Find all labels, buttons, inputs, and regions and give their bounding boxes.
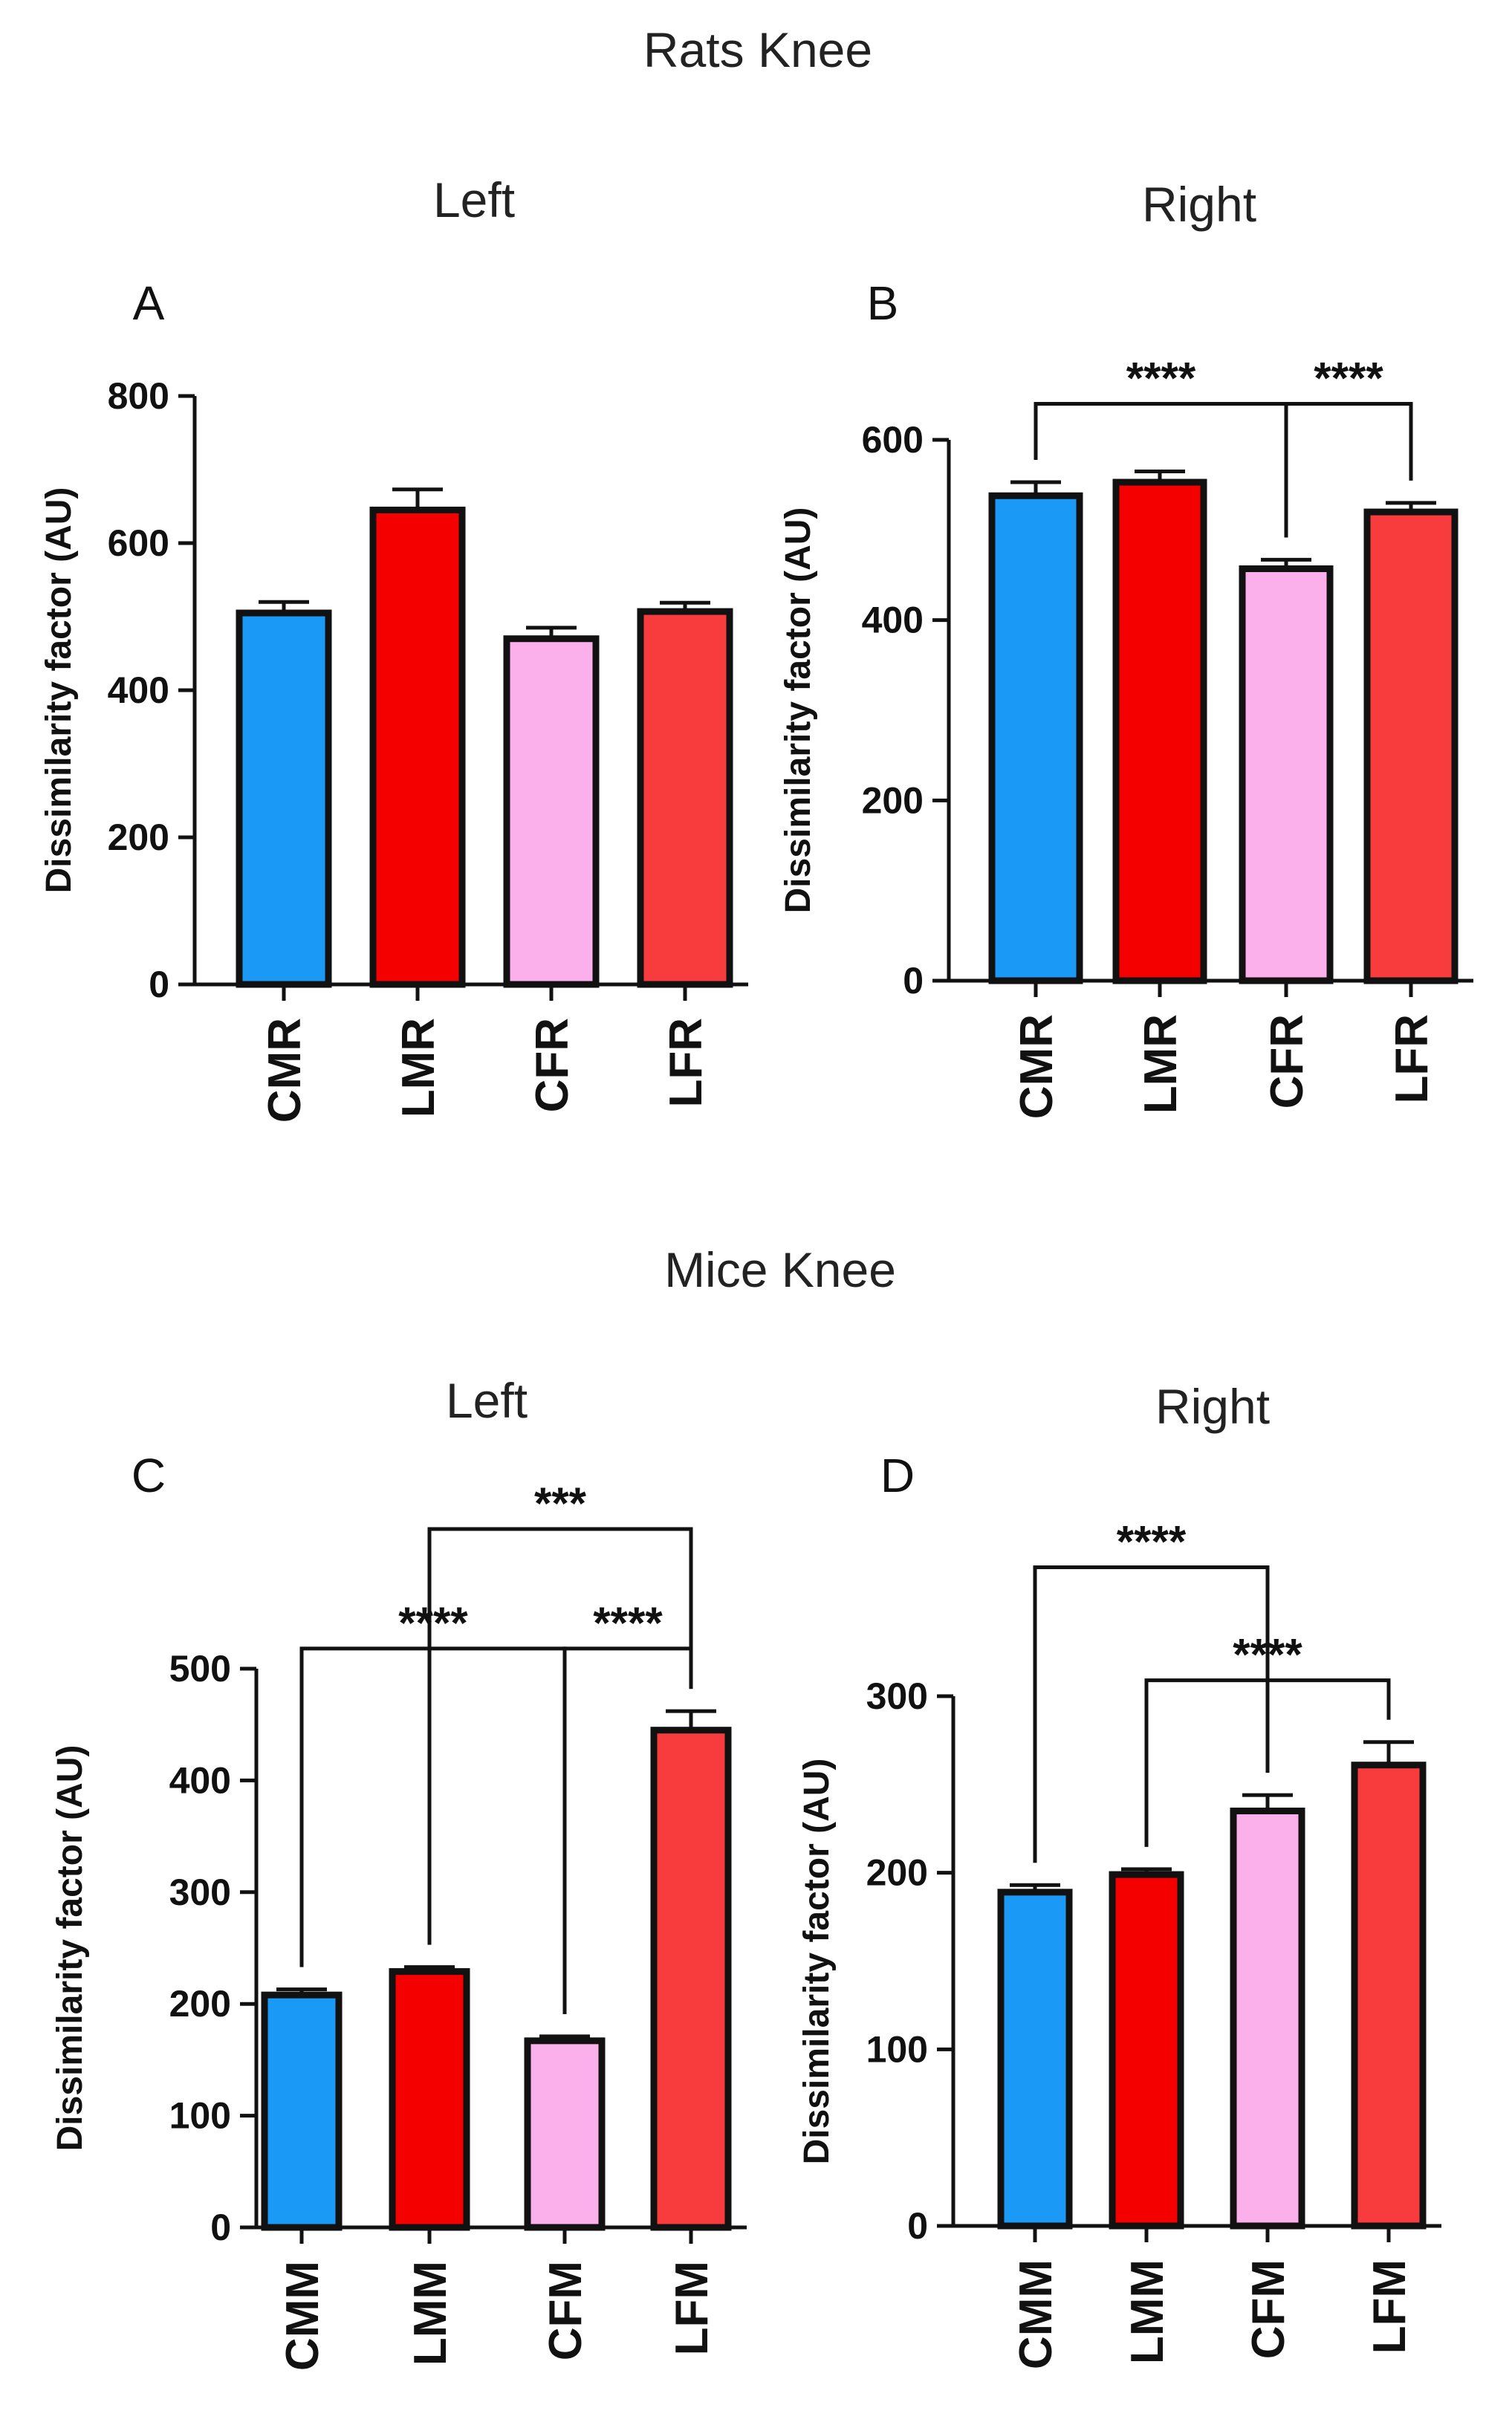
y-tick-label: 800 [108,375,169,417]
significance-label: **** [1126,353,1196,403]
y-tick-label: 500 [169,1648,231,1689]
panel-c-title: Left [446,1373,528,1428]
category-label: LFR [1386,1014,1438,1104]
y-tick-label: 0 [903,960,924,1002]
panel-d-title: Right [1155,1379,1270,1434]
category-label: CFM [540,2261,591,2360]
y-tick-label: 300 [169,1872,231,1913]
panel-d-letter: D [880,1449,915,1502]
panel-c-chart: 0 100 200 300 400 500 Dissimilarity factor (AU… [51,1478,747,2371]
significance-label: **** [1117,1517,1187,1567]
panel-d-chart: 0 100 200 300 Dissimilarity factor (AU) CMM LM… [797,1517,1441,2369]
category-label: CFM [1243,2259,1294,2359]
y-tick-label: 400 [169,1759,231,1801]
y-tick-label: 100 [866,2028,928,2070]
y-tick-label: 200 [108,817,169,858]
category-label: LMM [1122,2259,1173,2364]
y-tick-label: 600 [108,522,169,564]
panel-c-letter: C [132,1449,166,1502]
bar-lmm [1109,1871,1184,2230]
bar-cfr [1239,565,1334,984]
category-label: LFM [1364,2259,1415,2354]
y-tick-label: 0 [907,2205,928,2247]
bar-lfr [1363,508,1459,984]
panel-a-chart: 0 200 400 600 800 Dissimilarity factor (AU) CM… [39,375,748,1123]
category-label: LFR [661,1018,712,1108]
y-tick-label: 300 [866,1675,928,1717]
panel-a-title: Left [433,172,515,227]
y-tick-label: 0 [149,964,169,1005]
significance-label: **** [593,1598,663,1648]
category-label: CFR [527,1018,578,1112]
bar-lfm [650,1727,732,2231]
category-label: CMM [277,2261,328,2371]
category-label: CMM [1010,2259,1062,2369]
panel-b-title: Right [1142,177,1256,232]
y-tick-label: 100 [169,2095,231,2137]
significance-bracket [299,1646,567,2014]
group-title-mice: Mice Knee [664,1242,896,1297]
significance-bracket [1033,1565,1270,1863]
y-tick-label: 200 [169,1983,231,2025]
category-label: LMR [393,1018,444,1117]
y-axis-label: Dissimilarity factor (AU) [797,1759,837,2165]
category-label: LMR [1135,1014,1187,1114]
bar-cmm [261,1991,343,2231]
significance-bracket [562,1646,693,2014]
significance-bracket [427,1527,693,1945]
y-axis-label: Dissimilarity factor (AU) [779,507,818,914]
bar-cfm [1230,1807,1305,2230]
significance-bracket [1144,1678,1391,1847]
significance-label: **** [398,1598,468,1648]
panel-a-letter: A [133,276,165,330]
category-label: LFM [666,2261,718,2355]
y-axis-label: Dissimilarity factor (AU) [39,487,79,894]
bar-lmm [389,1968,470,2231]
significance-bracket [1284,401,1413,538]
bar-cmr [988,492,1083,984]
bar-cfm [524,2037,606,2231]
panel-b-chart: 0 200 400 600 Dissimilarity factor (AU) CMR LM… [779,353,1473,1119]
category-label: LMM [405,2261,456,2366]
y-tick-label: 400 [108,669,169,711]
bar-lmr [1112,478,1207,984]
y-tick-label: 400 [862,600,924,641]
significance-label: *** [534,1478,587,1528]
panel-b-letter: B [867,276,899,330]
y-tick-label: 200 [866,1852,928,1894]
bar-cfr [503,635,600,988]
significance-label: **** [1233,1630,1302,1680]
bar-cmm [997,1889,1073,2230]
bar-lfr [637,608,733,988]
bar-lmr [369,506,466,988]
y-axis-label: Dissimilarity factor (AU) [51,1745,90,2152]
category-label: CMR [1011,1014,1062,1119]
category-label: CMR [259,1018,311,1123]
y-tick-label: 200 [862,779,924,821]
group-title-rats: Rats Knee [643,22,872,77]
y-tick-label: 0 [210,2207,231,2248]
category-label: CFR [1262,1014,1313,1108]
y-tick-label: 600 [862,419,924,461]
bar-cmr [236,609,332,988]
bar-lfm [1351,1762,1427,2230]
significance-label: **** [1314,353,1383,403]
